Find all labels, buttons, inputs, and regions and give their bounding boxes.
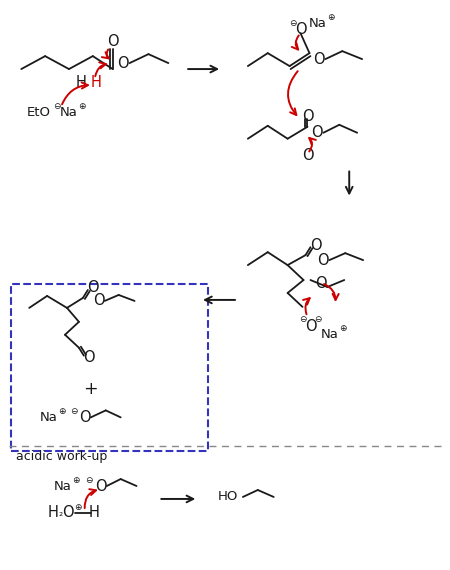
Text: H: H — [76, 75, 86, 91]
Text: ⊕: ⊕ — [339, 324, 347, 333]
Text: H: H — [90, 75, 101, 91]
Text: O: O — [314, 52, 325, 67]
Text: O: O — [302, 109, 313, 124]
Text: O: O — [87, 280, 99, 295]
Text: O: O — [310, 238, 321, 253]
Bar — [11, 284, 208, 451]
Text: O: O — [302, 148, 313, 163]
Text: ⊕: ⊕ — [328, 13, 335, 22]
Text: H: H — [48, 506, 58, 520]
Text: O: O — [107, 34, 118, 48]
Text: O: O — [117, 56, 128, 71]
Text: ⊕: ⊕ — [58, 407, 66, 416]
Text: ⊖: ⊖ — [289, 19, 297, 28]
Text: ⊕: ⊕ — [78, 103, 86, 111]
Text: ⊖: ⊖ — [70, 407, 78, 416]
Text: EtO: EtO — [27, 107, 51, 119]
Text: O: O — [315, 275, 327, 291]
Text: O: O — [318, 253, 329, 268]
Text: ⊖: ⊖ — [299, 315, 306, 324]
Text: acidic work-up: acidic work-up — [16, 450, 108, 463]
Text: Na: Na — [54, 479, 72, 492]
Text: O: O — [83, 350, 94, 365]
Text: ⊖: ⊖ — [53, 103, 61, 111]
Text: O: O — [295, 22, 306, 36]
Text: O: O — [95, 479, 107, 494]
Text: O: O — [62, 506, 74, 520]
Text: O: O — [311, 125, 323, 140]
Text: O: O — [93, 294, 104, 308]
Text: O: O — [305, 319, 316, 334]
Text: ⊖: ⊖ — [85, 475, 93, 484]
Text: Na: Na — [60, 107, 78, 119]
Text: HO: HO — [218, 490, 238, 503]
Text: +: + — [84, 381, 98, 398]
Text: H: H — [88, 506, 99, 520]
Text: O: O — [79, 410, 91, 425]
Text: ⊕: ⊕ — [72, 475, 80, 484]
Text: ₂: ₂ — [59, 508, 63, 518]
Text: Na: Na — [320, 328, 338, 341]
Text: ⊖: ⊖ — [314, 315, 321, 324]
Text: Na: Na — [40, 411, 58, 424]
Text: Na: Na — [309, 17, 326, 30]
Text: ⊕: ⊕ — [74, 503, 81, 512]
